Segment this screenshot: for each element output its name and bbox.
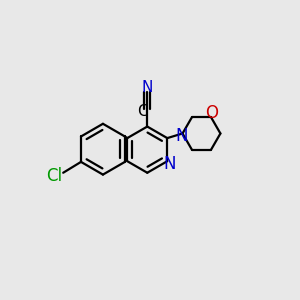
Text: N: N: [163, 154, 176, 172]
Text: Cl: Cl: [46, 167, 62, 185]
Text: C: C: [137, 104, 148, 119]
Text: O: O: [206, 104, 219, 122]
Text: N: N: [142, 80, 153, 95]
Text: N: N: [175, 127, 188, 145]
